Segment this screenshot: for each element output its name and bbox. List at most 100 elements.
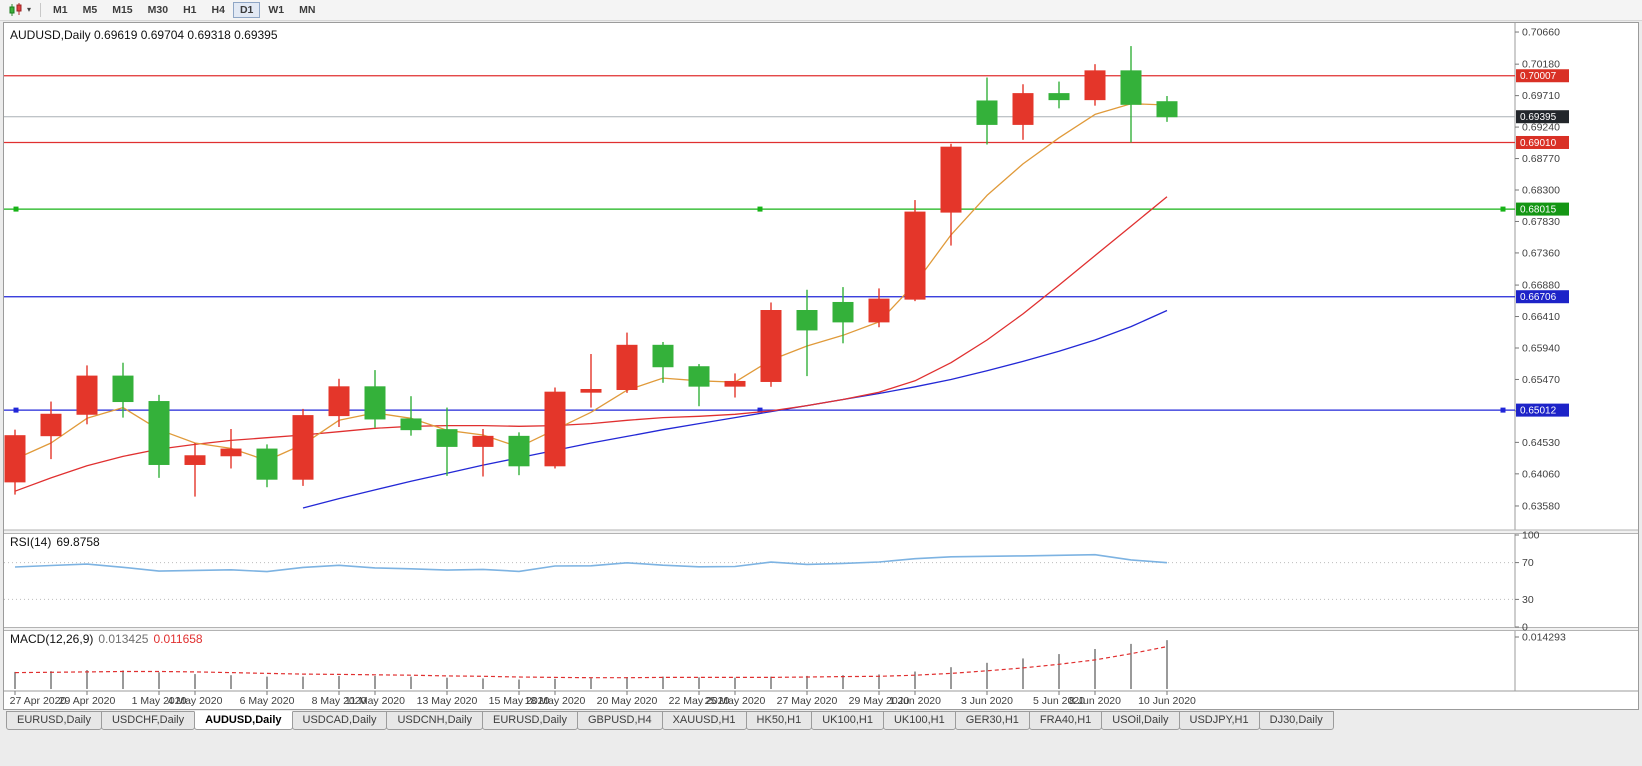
svg-text:0.70007: 0.70007 bbox=[1520, 71, 1557, 82]
timeframe-button-m15[interactable]: M15 bbox=[105, 2, 139, 18]
candle bbox=[1012, 84, 1034, 140]
date-axis-label: 1 Jun 2020 bbox=[889, 695, 941, 707]
candle bbox=[796, 289, 818, 377]
rsi-axis-label: 30 bbox=[1522, 594, 1534, 606]
pane-separator[interactable] bbox=[4, 627, 1638, 631]
candle bbox=[400, 396, 422, 436]
price-axis-label: 0.68770 bbox=[1522, 153, 1560, 165]
chart-tab-usdjpy-h1[interactable]: USDJPY,H1 bbox=[1178, 711, 1260, 730]
candle bbox=[4, 429, 26, 495]
price-axis-label: 0.68300 bbox=[1522, 185, 1560, 197]
price-axis-label: 0.70180 bbox=[1522, 59, 1560, 71]
timeframe-button-h1[interactable]: H1 bbox=[176, 2, 203, 18]
chart-tab-usdcad-daily[interactable]: USDCAD,Daily bbox=[291, 711, 388, 730]
price-badge-0.69010: 0.69010 bbox=[1516, 135, 1569, 149]
candle bbox=[256, 444, 278, 488]
chart-canvas[interactable]: 0.70660 0.70180 0.69710 0.69240 0.68770 0.683… bbox=[4, 23, 1638, 709]
date-axis-label: 20 May 2020 bbox=[597, 695, 658, 707]
hline-handle[interactable] bbox=[1500, 206, 1506, 212]
date-axis-label: 10 Jun 2020 bbox=[1138, 695, 1196, 707]
candle bbox=[580, 354, 602, 408]
candle bbox=[148, 394, 170, 478]
candle bbox=[436, 407, 458, 476]
chart-tab-gbpusd-h4[interactable]: GBPUSD,H4 bbox=[577, 711, 663, 730]
price-axis-label: 0.67360 bbox=[1522, 247, 1560, 259]
chart-tab-eurusd-daily[interactable]: EURUSD,Daily bbox=[6, 711, 102, 730]
date-axis-label: 4 May 2020 bbox=[168, 695, 223, 707]
price-axis[interactable]: 0.70660 0.70180 0.69710 0.69240 0.68770 0.683… bbox=[1515, 27, 1560, 513]
toolbar: ▾ M1 M5 M15 M30 H1 H4 D1 W1 MN bbox=[0, 0, 1642, 21]
chart-tab-hk50-h1[interactable]: HK50,H1 bbox=[745, 711, 813, 730]
hline-0.65012[interactable] bbox=[4, 407, 1515, 413]
chart-tab-audusd-daily[interactable]: AUDUSD,Daily bbox=[194, 711, 293, 730]
candle bbox=[292, 408, 314, 486]
price-axis-label: 0.69240 bbox=[1522, 122, 1560, 134]
chart-tab-usoil-daily[interactable]: USOil,Daily bbox=[1101, 711, 1180, 730]
chart-tab-fra40-h1[interactable]: FRA40,H1 bbox=[1028, 711, 1103, 730]
candlestick-series bbox=[4, 46, 1178, 497]
date-axis-label: 6 May 2020 bbox=[240, 695, 295, 707]
date-axis-label: 8 May 2020 bbox=[312, 695, 367, 707]
candle bbox=[940, 143, 962, 246]
pane-separator[interactable] bbox=[4, 529, 1638, 534]
date-axis-label: 11 May 2020 bbox=[345, 695, 405, 707]
price-badge-0.66706: 0.66706 bbox=[1516, 290, 1569, 304]
date-axis-label: 5 Jun 2020 bbox=[1033, 695, 1085, 707]
timeframe-button-m30[interactable]: M30 bbox=[141, 2, 175, 18]
chart-tab-usdcnh-daily[interactable]: USDCNH,Daily bbox=[386, 711, 484, 730]
hline-handle[interactable] bbox=[13, 206, 19, 212]
date-axis-label: 8 Jun 2020 bbox=[1069, 695, 1121, 707]
timeframe-button-d1[interactable]: D1 bbox=[232, 2, 261, 18]
moving-averages bbox=[14, 103, 1168, 509]
date-axis-label: 15 May 2020 bbox=[489, 695, 550, 707]
hline-handle[interactable] bbox=[757, 206, 763, 212]
chart-tab-ger30-h1[interactable]: GER30,H1 bbox=[954, 711, 1030, 730]
timeframe-button-h4[interactable]: H4 bbox=[205, 2, 232, 18]
macd-axis[interactable]: 0.014293 bbox=[1515, 632, 1566, 644]
candle bbox=[1120, 46, 1142, 143]
ma-fast-line bbox=[14, 103, 1168, 462]
price-badge-0.68015: 0.68015 bbox=[1516, 202, 1569, 216]
hline-0.68015[interactable] bbox=[4, 206, 1515, 212]
hline-handle[interactable] bbox=[13, 407, 19, 413]
chart-window[interactable]: 0.70660 0.70180 0.69710 0.69240 0.68770 0.683… bbox=[3, 22, 1639, 710]
chart-type-button[interactable]: ▾ bbox=[4, 2, 35, 19]
svg-text:0.68015: 0.68015 bbox=[1520, 205, 1557, 216]
bid-price-badge: 0.69395 bbox=[1516, 110, 1569, 124]
candle bbox=[364, 370, 386, 428]
candle bbox=[40, 401, 62, 460]
main-chart-title: AUDUSD,Daily 0.69619 0.69704 0.69318 0.6… bbox=[10, 28, 278, 42]
price-axis-label: 0.70660 bbox=[1522, 27, 1560, 39]
price-axis-label: 0.69710 bbox=[1522, 90, 1560, 102]
hline-handle[interactable] bbox=[1500, 407, 1506, 413]
timeframe-button-m5[interactable]: M5 bbox=[76, 2, 105, 18]
date-axis-label: 22 May 2020 bbox=[669, 695, 730, 707]
timeframe-button-mn[interactable]: MN bbox=[292, 2, 322, 18]
macd-label: MACD(12,26,9) 0.013425 0.011658 bbox=[10, 632, 203, 646]
date-axis-label: 29 Apr 2020 bbox=[59, 695, 116, 707]
candle bbox=[184, 443, 206, 497]
timeframe-button-m1[interactable]: M1 bbox=[46, 2, 75, 18]
candle bbox=[652, 341, 674, 383]
chart-tab-eurusd-daily[interactable]: EURUSD,Daily bbox=[482, 711, 578, 730]
chart-tab-uk100-h1[interactable]: UK100,H1 bbox=[811, 711, 884, 730]
rsi-axis-label: 100 bbox=[1522, 530, 1540, 542]
date-axis-label: 18 May 2020 bbox=[525, 695, 586, 707]
candle bbox=[1084, 64, 1106, 106]
rsi-axis[interactable]: 100 70 30 0 bbox=[4, 530, 1540, 634]
price-axis-label: 0.65470 bbox=[1522, 374, 1560, 386]
candle bbox=[688, 364, 710, 407]
chart-tab-dj30-daily[interactable]: DJ30,Daily bbox=[1258, 711, 1334, 730]
timeframe-button-w1[interactable]: W1 bbox=[261, 2, 291, 18]
chart-tab-xauusd-h1[interactable]: XAUUSD,H1 bbox=[661, 711, 747, 730]
date-axis-label: 27 Apr 2020 bbox=[10, 695, 67, 707]
candle bbox=[328, 378, 350, 427]
macd-axis-label: 0.014293 bbox=[1522, 632, 1566, 644]
hline-handle[interactable] bbox=[757, 407, 763, 413]
candle bbox=[976, 77, 998, 145]
chart-tab-usdchf-daily[interactable]: USDCHF,Daily bbox=[100, 711, 196, 730]
candle bbox=[724, 373, 746, 398]
chart-tab-uk100-h1[interactable]: UK100,H1 bbox=[882, 711, 956, 730]
candle bbox=[220, 428, 242, 469]
